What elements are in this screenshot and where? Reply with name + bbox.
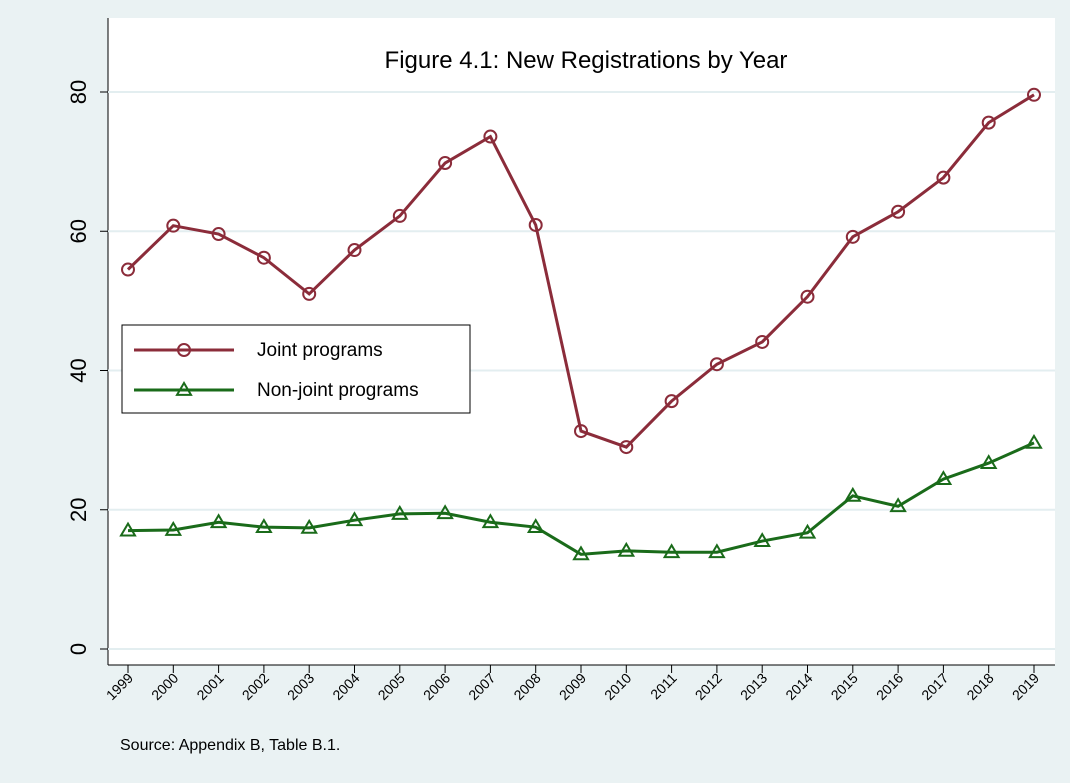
- series-line: [127, 441, 1035, 556]
- data-point: [574, 424, 588, 439]
- data-point: [164, 520, 183, 536]
- data-point: [209, 513, 228, 529]
- source-note: Source: Appendix B, Table B.1.: [120, 737, 340, 754]
- y-tick-label: 20: [66, 498, 91, 522]
- data-point: [483, 129, 498, 144]
- data-point: [345, 511, 364, 527]
- data-point: [119, 521, 137, 537]
- data-point: [798, 523, 817, 539]
- legend-label: Non-joint programs: [257, 380, 419, 401]
- y-tick-label: 0: [66, 643, 91, 655]
- data-point: [755, 334, 770, 349]
- data-point: [708, 543, 726, 559]
- data-point: [981, 115, 996, 130]
- data-point: [528, 217, 543, 232]
- legend-label: Joint programs: [257, 340, 383, 361]
- data-point: [844, 486, 862, 502]
- legend-marker: [177, 343, 191, 357]
- legend-marker: [175, 381, 193, 396]
- data-point: [934, 470, 953, 486]
- data-point: [436, 504, 454, 520]
- data-point: [121, 262, 135, 277]
- data-point: [392, 208, 407, 223]
- data-point: [617, 541, 636, 557]
- data-point: [300, 518, 318, 534]
- data-point: [891, 204, 906, 219]
- y-tick-label: 80: [66, 80, 91, 104]
- data-point: [619, 440, 634, 455]
- data-point: [1025, 433, 1043, 449]
- data-point: [526, 518, 545, 534]
- legend: Joint programs Non-joint programs: [121, 324, 471, 414]
- data-point: [438, 156, 453, 171]
- data-point: [664, 394, 679, 409]
- legend-box: [121, 324, 471, 414]
- data-point: [662, 543, 681, 559]
- data-point: [936, 170, 951, 185]
- data-point: [572, 545, 590, 561]
- data-point: [255, 518, 273, 534]
- series-line: [126, 93, 1035, 449]
- data-point: [211, 227, 226, 242]
- y-tick-label: 40: [66, 358, 91, 382]
- data-point: [1027, 87, 1041, 102]
- data-point: [800, 289, 815, 304]
- data-point: [709, 357, 724, 372]
- data-point: [256, 250, 271, 265]
- data-point: [979, 454, 998, 470]
- data-point: [889, 497, 907, 513]
- data-point: [391, 504, 409, 520]
- data-point: [481, 513, 500, 529]
- data-point: [347, 243, 362, 258]
- data-point: [753, 532, 771, 547]
- data-point: [166, 218, 181, 233]
- data-point: [845, 229, 860, 244]
- data-point: [302, 286, 317, 301]
- y-tick-label: 60: [66, 219, 91, 243]
- chart-title: Figure 4.1: New Registrations by Year: [385, 47, 788, 74]
